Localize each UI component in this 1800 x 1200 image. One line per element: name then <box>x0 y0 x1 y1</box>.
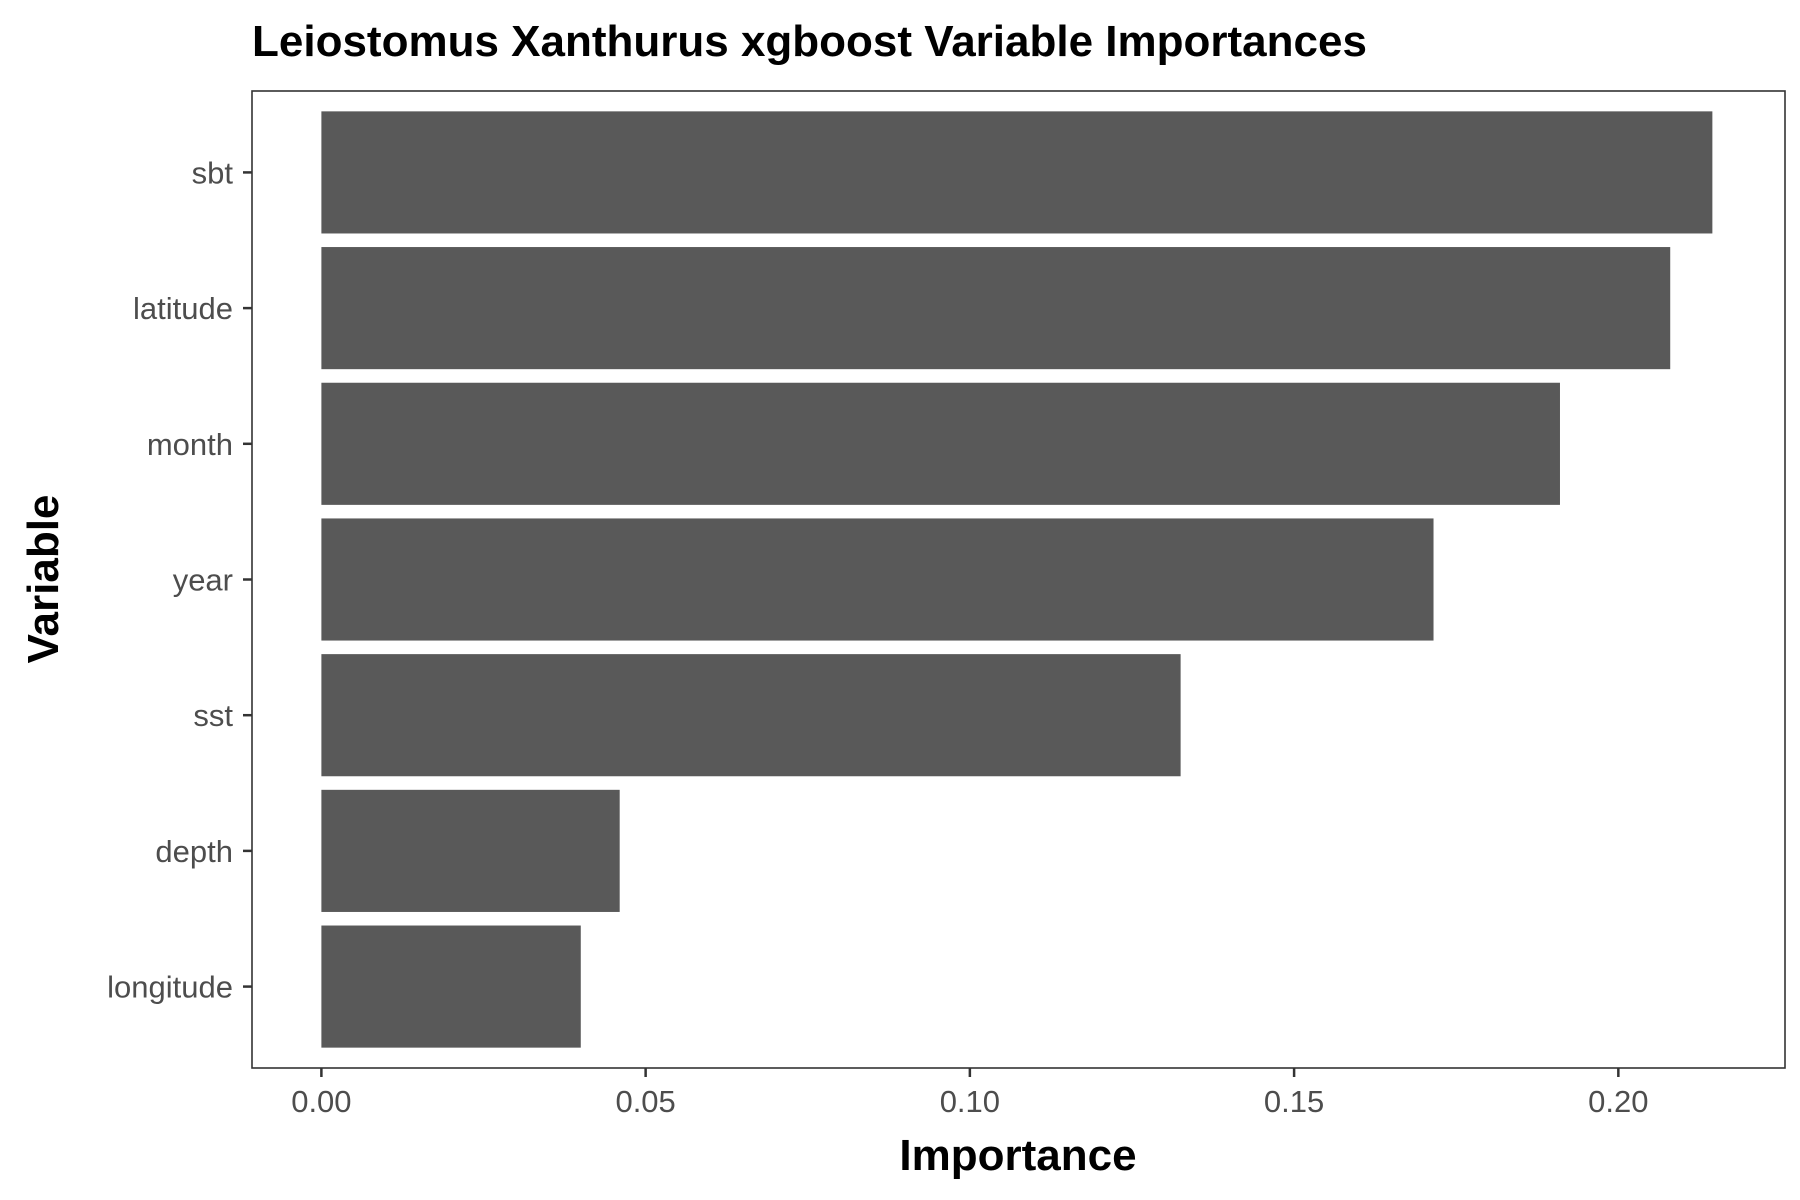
x-tick-label: 0.05 <box>615 1084 675 1119</box>
bar-latitude <box>321 247 1671 370</box>
y-tick-label: sst <box>193 698 233 733</box>
bar-sbt <box>321 111 1713 234</box>
bar-depth <box>321 789 620 912</box>
bar-year <box>321 518 1434 641</box>
y-tick-label: month <box>147 427 233 462</box>
bar-sst <box>321 654 1181 777</box>
bar-month <box>321 382 1560 505</box>
chart-title: Leiostomus Xanthurus xgboost Variable Im… <box>252 17 1367 66</box>
x-axis-title: Importance <box>899 1131 1136 1180</box>
y-tick-label: depth <box>155 834 233 869</box>
x-tick-label: 0.00 <box>291 1084 351 1119</box>
x-axis: 0.00 0.05 0.10 0.15 0.20 <box>291 1068 1649 1119</box>
y-axis-title: Variable <box>19 495 68 664</box>
y-tick-label: year <box>173 563 233 598</box>
y-tick-label: sbt <box>192 155 234 190</box>
y-tick-label: longitude <box>107 970 233 1005</box>
x-tick-label: 0.20 <box>1588 1084 1648 1119</box>
x-tick-label: 0.10 <box>940 1084 1000 1119</box>
x-tick-label: 0.15 <box>1264 1084 1324 1119</box>
y-axis: sbt latitude month year sst depth longitude <box>107 155 252 1005</box>
y-tick-label: latitude <box>133 291 233 326</box>
bars-layer <box>321 111 1713 1048</box>
bar-longitude <box>321 925 581 1048</box>
